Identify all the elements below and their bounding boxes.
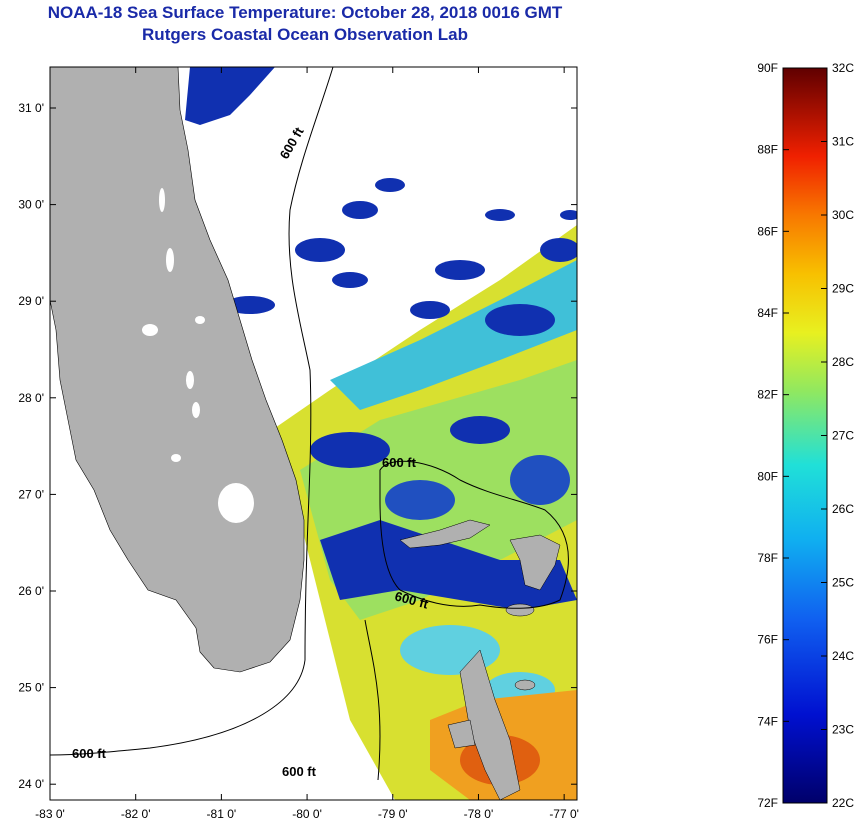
colorbar — [782, 67, 828, 804]
x-tick-label: -79 0' — [378, 807, 408, 821]
colorbar-c-label: 30C — [832, 208, 854, 222]
colorbar-f-label: 90F — [757, 61, 778, 75]
colorbar-f-label: 86F — [757, 224, 778, 238]
colorbar-f-label: 84F — [757, 306, 778, 320]
y-tick-label: 31 0' — [18, 101, 44, 115]
plot-frame — [49, 66, 578, 801]
colorbar-f-label: 80F — [757, 469, 778, 483]
colorbar-c-label: 22C — [832, 796, 854, 810]
y-tick-label: 28 0' — [18, 391, 44, 405]
colorbar-c-label: 28C — [832, 355, 854, 369]
x-axis: -83 0' -82 0' -81 0' -80 0' -79 0' -78 0' -77 … — [35, 67, 579, 821]
colorbar-c-label: 26C — [832, 502, 854, 516]
colorbar-labels: 90F 88F 86F 84F 82F 80F 78F 76F 74F 72F 32C 31C 30C 2… — [757, 61, 854, 810]
florida-lakes — [142, 188, 254, 523]
colorbar-f-label: 76F — [757, 633, 778, 647]
y-tick-label: 24 0' — [18, 777, 44, 791]
x-tick-label: -82 0' — [121, 807, 151, 821]
colorbar-c-label: 32C — [832, 61, 854, 75]
y-axis: 31 0' 30 0' 29 0' 28 0' 27 0' 26 0' 25 0' 24 0' — [18, 101, 577, 791]
y-tick-label: 30 0' — [18, 198, 44, 212]
x-tick-label: -81 0' — [207, 807, 237, 821]
bahamas-land — [399, 519, 561, 800]
y-tick-label: 25 0' — [18, 681, 44, 695]
colorbar-c-label: 29C — [832, 282, 854, 296]
x-tick-label: -78 0' — [464, 807, 494, 821]
colorbar-c-label: 31C — [832, 135, 854, 149]
colorbar-f-label: 72F — [757, 796, 778, 810]
y-tick-label: 26 0' — [18, 584, 44, 598]
map-title: NOAA-18 Sea Surface Temperature: October… — [47, 3, 563, 22]
colorbar-c-label: 24C — [832, 649, 854, 663]
contour-label-bahamas-north: 600 ft — [382, 455, 417, 470]
colorbar-c-label: 25C — [832, 576, 854, 590]
colorbar-f-label: 78F — [757, 551, 778, 565]
y-tick-label: 27 0' — [18, 487, 44, 501]
bathymetry-contours — [50, 67, 569, 781]
x-tick-label: -77 0' — [549, 807, 579, 821]
x-tick-label: -83 0' — [35, 807, 65, 821]
contour-label-southwest: 600 ft — [72, 746, 107, 761]
y-tick-label: 29 0' — [18, 294, 44, 308]
colorbar-f-label: 74F — [757, 714, 778, 728]
colorbar-c-label: 27C — [832, 429, 854, 443]
map-subtitle: Rutgers Coastal Ocean Observation Lab — [142, 25, 468, 44]
colorbar-c-label: 23C — [832, 723, 854, 737]
contour-label-south: 600 ft — [282, 764, 317, 779]
x-tick-label: -80 0' — [292, 807, 322, 821]
colorbar-f-label: 82F — [757, 388, 778, 402]
colorbar-f-label: 88F — [757, 143, 778, 157]
cold-fragments — [185, 67, 577, 319]
